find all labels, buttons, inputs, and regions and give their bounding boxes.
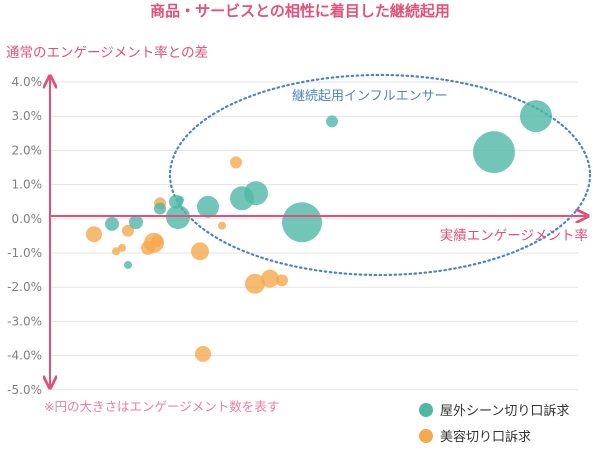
- data-point: [86, 226, 102, 243]
- legend-label: 美容切り口訴求: [440, 429, 531, 445]
- annotation-label: 継続起用インフルエンサー: [292, 89, 448, 104]
- y-tick-label: -4.0%: [7, 349, 42, 363]
- size-note: ※円の大きさはエンゲージメント数を表す: [44, 399, 279, 414]
- legend-marker: [419, 429, 433, 443]
- data-point: [105, 216, 119, 231]
- data-points: [86, 100, 552, 362]
- data-point: [326, 115, 338, 128]
- x-axis-label: 実績エンゲージメント率: [440, 227, 588, 244]
- y-tick-label: -2.0%: [7, 280, 42, 294]
- data-point: [191, 242, 209, 261]
- data-point: [520, 100, 552, 133]
- y-tick-label: 0.0%: [12, 212, 43, 226]
- y-tick-labels: 4.0% 3.0% 2.0% 1.0% 0.0% -1.0% -2.0% -3.0% -4.0%…: [7, 75, 42, 397]
- data-point: [154, 202, 166, 215]
- data-point: [261, 269, 279, 288]
- y-tick-label: -3.0%: [7, 314, 42, 328]
- highlight-ellipse: [168, 73, 592, 277]
- data-point: [282, 202, 322, 243]
- data-point: [276, 274, 288, 287]
- data-point: [244, 181, 268, 206]
- y-tick-label: 2.0%: [12, 143, 43, 157]
- data-point: [112, 247, 120, 256]
- data-point: [176, 195, 184, 204]
- data-point: [195, 345, 211, 362]
- data-point: [166, 205, 190, 230]
- data-point: [245, 273, 265, 294]
- y-axis-label: 通常のエンゲージメント率との差: [6, 44, 208, 61]
- data-point: [129, 215, 143, 230]
- y-tick-label: 1.0%: [12, 178, 43, 192]
- legend-label: 屋外シーン切り口訴求: [440, 403, 569, 419]
- data-point: [197, 195, 219, 218]
- y-tick-label: -5.0%: [7, 383, 42, 397]
- y-tick-label: 3.0%: [12, 109, 43, 123]
- data-point: [118, 243, 126, 252]
- data-point: [151, 235, 163, 248]
- data-point: [473, 131, 515, 174]
- data-point: [218, 221, 226, 230]
- y-tick-label: 4.0%: [12, 75, 43, 89]
- data-point: [230, 156, 242, 169]
- legend-marker: [419, 403, 433, 417]
- data-point: [124, 260, 132, 269]
- chart-title: 商品・サービスとの相性に着目した継続起用: [150, 2, 450, 20]
- y-tick-label: -1.0%: [7, 246, 42, 260]
- data-point: [122, 224, 134, 237]
